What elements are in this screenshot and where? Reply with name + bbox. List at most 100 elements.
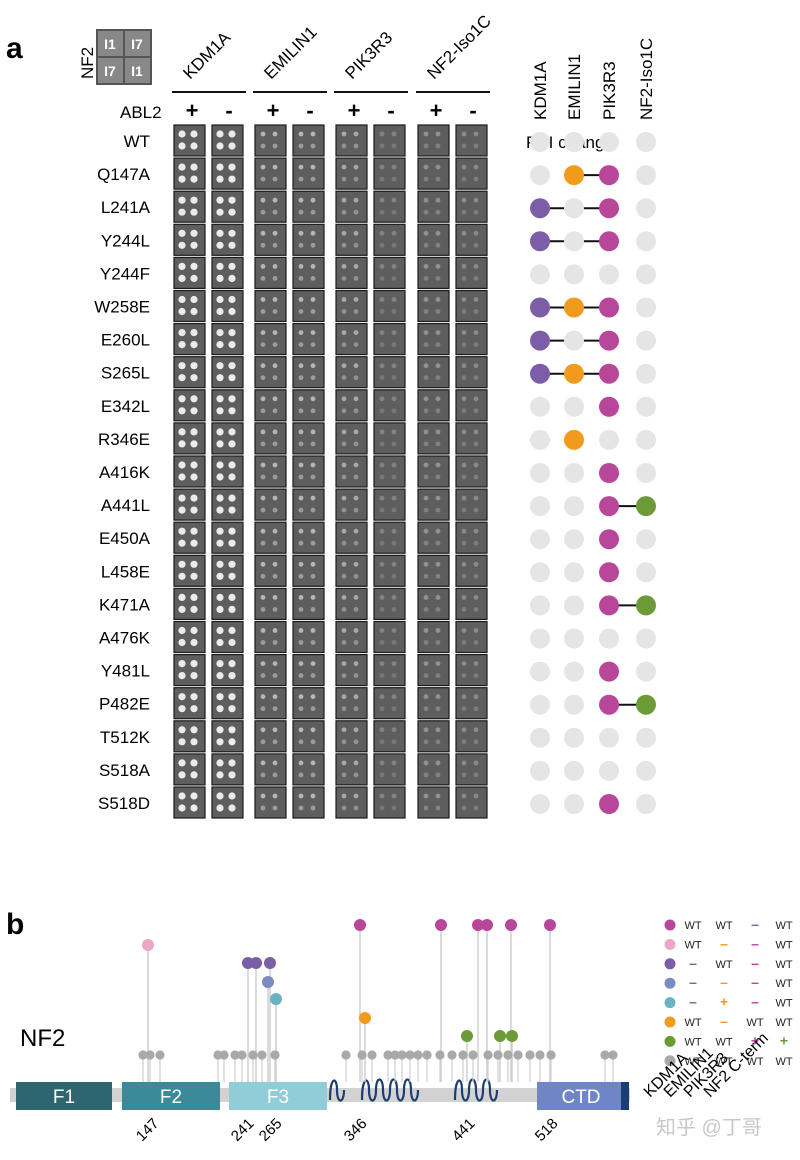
y2h-spot xyxy=(435,297,441,302)
y2h-spot xyxy=(461,309,467,314)
nf2-legend-box: NF2 I1 I7 I7 I1 xyxy=(78,29,152,85)
lollipop-head xyxy=(219,1050,229,1060)
y2h-spot xyxy=(178,572,186,580)
y2h-spot xyxy=(341,264,347,269)
y2h-spot xyxy=(391,760,397,766)
y2h-spot xyxy=(423,441,429,447)
y2h-plate xyxy=(254,620,287,654)
y2h-spot xyxy=(353,429,359,435)
y2h-spot xyxy=(190,738,198,746)
lollipop-head xyxy=(405,1050,415,1060)
y2h-spot xyxy=(190,329,198,337)
y2h-spot xyxy=(435,230,441,236)
y2h-spot xyxy=(216,626,224,635)
y2h-spot xyxy=(298,793,304,799)
y2h-plate xyxy=(373,289,406,323)
y2h-plate xyxy=(254,554,287,587)
domain-label: F3 xyxy=(267,1087,289,1108)
y2h-spot xyxy=(228,461,236,469)
y2h-plate xyxy=(335,587,368,621)
y2h-spot xyxy=(272,131,278,137)
abl2-plus: + xyxy=(430,98,443,123)
y2h-spot xyxy=(310,793,316,799)
y2h-spot xyxy=(391,230,397,236)
y2h-spot xyxy=(435,540,441,546)
legend-dot xyxy=(664,1055,676,1067)
y2h-spot xyxy=(435,408,441,414)
y2h-plate xyxy=(373,124,406,157)
y2h-spot xyxy=(353,309,359,314)
y2h-spot xyxy=(190,726,198,734)
ppi-dot xyxy=(599,694,619,715)
y2h-spot xyxy=(310,264,316,269)
y2h-spot xyxy=(423,528,429,534)
y2h-spot xyxy=(423,375,429,381)
y2h-spot xyxy=(190,605,198,614)
y2h-spot xyxy=(260,540,266,546)
y2h-spot xyxy=(190,560,198,568)
y2h-spot xyxy=(260,408,266,414)
y2h-spot xyxy=(341,495,347,501)
y2h-spot xyxy=(178,626,186,635)
legend-value: WT xyxy=(746,1017,763,1029)
y2h-spot xyxy=(379,595,385,600)
y2h-plate xyxy=(455,587,488,621)
y2h-spot xyxy=(298,607,304,612)
lollipop-head xyxy=(503,1050,513,1060)
y2h-spot xyxy=(216,295,224,304)
y2h-spot xyxy=(391,462,397,468)
lollipop-head xyxy=(513,1050,523,1060)
y2h-plate xyxy=(417,190,450,223)
y2h-plate xyxy=(292,753,325,786)
y2h-spot xyxy=(353,176,359,182)
y2h-spot xyxy=(423,143,429,149)
domain-box xyxy=(122,1082,220,1110)
y2h-spot xyxy=(423,640,429,645)
ppi-dot xyxy=(599,661,619,682)
y2h-spot xyxy=(216,395,224,403)
y2h-spot xyxy=(228,738,236,746)
ppi-dot xyxy=(530,429,550,450)
y2h-spot xyxy=(379,706,385,712)
y2h-plate xyxy=(335,687,368,720)
y2h-spot xyxy=(435,441,441,447)
ppi-dot xyxy=(530,595,550,616)
y2h-plate xyxy=(173,157,206,190)
ppi-dot xyxy=(636,330,656,351)
y2h-spot xyxy=(260,640,266,645)
mutant-label: W258E xyxy=(94,298,150,317)
residue-tick-label: 441 xyxy=(449,1115,479,1145)
legend-dot xyxy=(664,977,676,989)
y2h-spot xyxy=(473,540,479,546)
y2h-spot xyxy=(423,462,429,468)
y2h-spot xyxy=(461,242,467,248)
y2h-spot xyxy=(272,176,278,182)
y2h-spot xyxy=(298,462,304,468)
y2h-spot xyxy=(391,342,397,347)
y2h-plate xyxy=(455,687,488,720)
mutant-label: S265L xyxy=(101,364,150,383)
y2h-spot xyxy=(272,495,278,501)
lollipop-head xyxy=(435,1050,445,1060)
y2h-spot xyxy=(216,208,224,216)
mutant-label: S518A xyxy=(99,761,151,780)
y2h-spot xyxy=(473,164,479,170)
y2h-spot xyxy=(473,528,479,534)
legend-cell-text: I1 xyxy=(131,63,143,79)
y2h-spot xyxy=(216,506,224,514)
y2h-plate xyxy=(373,455,406,488)
y2h-spot xyxy=(379,342,385,347)
y2h-spot xyxy=(435,176,441,182)
y2h-spot xyxy=(272,230,278,236)
mutant-label: L241A xyxy=(101,198,151,217)
y2h-plate xyxy=(292,223,325,256)
y2h-plate xyxy=(254,753,287,786)
y2h-spot xyxy=(435,528,441,534)
y2h-plate xyxy=(335,323,368,356)
y2h-spot xyxy=(341,176,347,182)
y2h-spot xyxy=(178,163,186,171)
y2h-spot xyxy=(190,395,198,403)
y2h-spot xyxy=(423,264,429,269)
y2h-plate xyxy=(292,124,325,157)
ppi-dot xyxy=(599,463,619,483)
